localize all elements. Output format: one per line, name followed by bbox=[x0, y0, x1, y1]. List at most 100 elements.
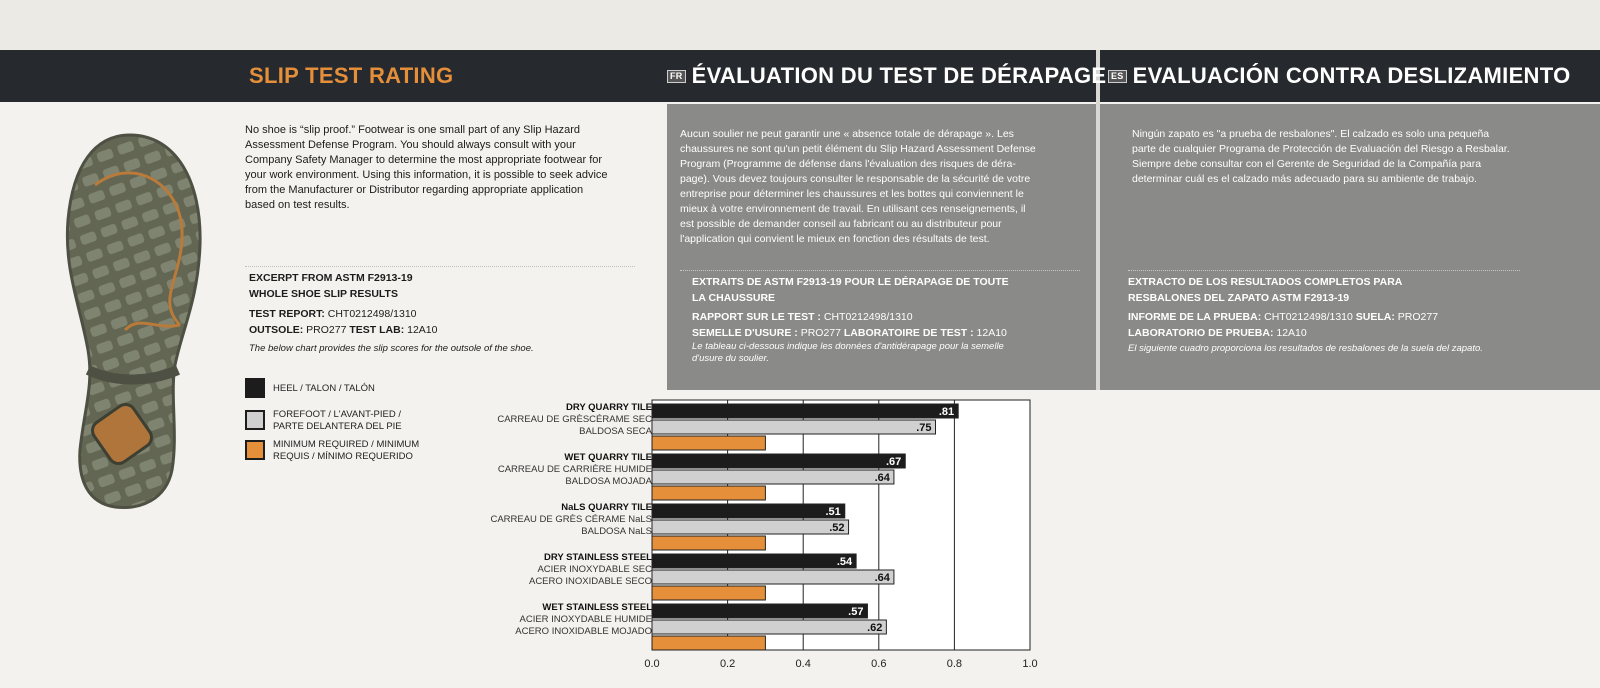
intro-fr-line: chaussures ne sont qu'un petit élément d… bbox=[680, 143, 1036, 155]
outsole-value-es: PRO277 bbox=[1397, 311, 1439, 323]
sole-logo-badge bbox=[91, 403, 153, 465]
sole-outline bbox=[65, 133, 202, 510]
intro-es-line: Ningún zapato es "a prueba de resbalones… bbox=[1132, 128, 1490, 140]
test-lab-label-fr: LABORATOIRE DE TEST : bbox=[843, 327, 974, 339]
intro-en-line: Assessment Defense Program. You should a… bbox=[245, 139, 576, 151]
minimum-bar bbox=[651, 635, 766, 651]
chart-note-fr-line: Le tableau ci-dessous indique les donnée… bbox=[692, 341, 1004, 352]
test-lab-label-es: LABORATORIO DE PRUEBA: bbox=[1128, 327, 1274, 339]
forefoot-bar bbox=[651, 419, 936, 435]
data-label: .64 bbox=[875, 572, 891, 584]
x-tick-label: 0.8 bbox=[947, 658, 962, 670]
section-title-es: ES EVALUACIÓN CONTRA DESLIZAMIENTO bbox=[1108, 50, 1571, 102]
intro-en-line: based on test results. bbox=[245, 199, 350, 211]
french-panel bbox=[667, 104, 1096, 390]
category-label-en: NaLS QUARRY TILE bbox=[561, 502, 652, 513]
spanish-panel bbox=[1100, 104, 1600, 390]
outsole-fr: SEMELLE D'USURE : PRO277 LABORATOIRE DE … bbox=[692, 325, 1009, 341]
legend-swatch-minimum bbox=[245, 440, 265, 460]
outsole-label: OUTSOLE: bbox=[249, 324, 304, 336]
sole-orange-trim bbox=[94, 171, 184, 332]
category-label: WET QUARRY TILE CARREAU DE CARRIÈRE HUMID… bbox=[498, 452, 652, 488]
category-label-es: BALDOSA MOJADA bbox=[565, 476, 652, 487]
data-label: .62 bbox=[867, 622, 882, 634]
data-label: .57 bbox=[848, 606, 863, 618]
category-label: DRY QUARRY TILE CARREAU DE GRÈSCÉRAME SEC… bbox=[497, 402, 652, 438]
forefoot-bar bbox=[651, 469, 895, 485]
test-lab-value-fr: 12A10 bbox=[976, 327, 1007, 339]
test-report-value: CHT0212498/1310 bbox=[327, 308, 417, 320]
category-label-es: ACERO INOXIDABLE SECO bbox=[528, 576, 652, 587]
outsole-label-es: SUELA: bbox=[1355, 311, 1395, 323]
category-label-fr: CARREAU DE GRÈSCÉRAME SEC bbox=[497, 414, 652, 425]
legend-label-minimum: MINIMUM REQUIRED / MINIMUM REQUIS / MÍNIM… bbox=[273, 439, 419, 463]
outsole-value: PRO277 bbox=[306, 324, 347, 336]
legend-heel-line: HEEL / TALON / TALÓN bbox=[273, 383, 375, 394]
divider-en bbox=[245, 266, 635, 267]
data-label: .81 bbox=[939, 406, 954, 418]
minimum-bar bbox=[651, 535, 766, 551]
data-label: .64 bbox=[875, 472, 891, 484]
legend-label-heel: HEEL / TALON / TALÓN bbox=[273, 383, 375, 395]
boot-sole-image bbox=[65, 133, 202, 510]
chart-note-fr: Le tableau ci-dessous indique les donnée… bbox=[692, 341, 1009, 365]
intro-en-line: Company Safety Manager to determine the … bbox=[245, 154, 603, 166]
test-lab-es: LABORATORIO DE PRUEBA: 12A10 bbox=[1128, 325, 1483, 341]
outsole-label-fr: SEMELLE D'USURE : bbox=[692, 327, 798, 339]
x-tick-label: 0.6 bbox=[871, 658, 886, 670]
intro-es-line: parte de cualquier Programa de Protecció… bbox=[1132, 143, 1510, 155]
minimum-bar bbox=[651, 485, 766, 501]
category-label: WET STAINLESS STEEL ACIER INOXYDABLE HUMI… bbox=[515, 602, 652, 638]
test-report-value-es: CHT0212498/1310 bbox=[1264, 311, 1353, 323]
category-label: NaLS QUARRY TILE CARREAU DE GRÈS CÉRAME N… bbox=[490, 502, 652, 538]
excerpt-title-fr: EXTRAITS DE ASTM F2913-19 POUR LE DÉRAPA… bbox=[692, 276, 1009, 288]
heel-bar bbox=[651, 503, 846, 519]
category-label-es: BALDOSA SECA bbox=[579, 426, 652, 437]
heel-bar bbox=[651, 553, 857, 569]
divider-fr bbox=[680, 270, 1080, 271]
divider-es bbox=[1128, 270, 1520, 271]
category-label-es: BALDOSA NaLS bbox=[581, 526, 652, 537]
test-report-en: TEST REPORT: CHT0212498/1310 bbox=[249, 306, 534, 322]
forefoot-bar bbox=[651, 619, 887, 635]
intro-fr-line: Program (Programme de défense dans l'éva… bbox=[680, 158, 1016, 170]
data-label: .75 bbox=[916, 422, 931, 434]
excerpt-subtitle-en: WHOLE SHOE SLIP RESULTS bbox=[249, 288, 398, 300]
excerpt-fr: EXTRAITS DE ASTM F2913-19 POUR LE DÉRAPA… bbox=[692, 274, 1009, 365]
intro-es-line: Siempre debe consultar con el Gerente de… bbox=[1132, 158, 1482, 170]
heel-bar bbox=[651, 603, 868, 619]
category-label-es: ACERO INOXIDABLE MOJADO bbox=[515, 626, 652, 637]
legend-swatch-forefoot bbox=[245, 410, 265, 430]
test-report-fr: RAPPORT SUR LE TEST : CHT0212498/1310 bbox=[692, 309, 1009, 325]
outsole-en: OUTSOLE: PRO277 TEST LAB: 12A10 bbox=[249, 322, 534, 338]
test-lab-value-es: 12A10 bbox=[1276, 327, 1307, 339]
excerpt-subtitle-fr: LA CHAUSSURE bbox=[692, 292, 776, 304]
test-lab-value: 12A10 bbox=[407, 324, 438, 336]
forefoot-bar bbox=[651, 569, 895, 585]
test-lab-label: TEST LAB: bbox=[349, 324, 405, 336]
data-label: .51 bbox=[825, 506, 840, 518]
intro-fr-line: est possible de demander conseil au fabr… bbox=[680, 218, 1002, 230]
intro-text-en: No shoe is “slip proof.” Footwear is one… bbox=[245, 123, 645, 213]
intro-fr-line: Aucun soulier ne peut garantir une « abs… bbox=[680, 128, 1014, 140]
category-label-fr: ACIER INOXYDABLE SEC bbox=[537, 564, 652, 575]
heel-bar bbox=[651, 453, 906, 469]
x-tick-label: 0.4 bbox=[796, 658, 811, 670]
legend-minimum-line: REQUIS / MÍNIMO REQUERIDO bbox=[273, 451, 413, 462]
header-bar bbox=[0, 50, 1600, 102]
data-label: .67 bbox=[886, 456, 901, 468]
category-label-en: DRY STAINLESS STEEL bbox=[543, 552, 652, 563]
test-report-label: TEST REPORT: bbox=[249, 308, 325, 320]
section-title-fr: FR ÉVALUATION DU TEST DE DÉRAPAGE bbox=[667, 50, 1106, 102]
panel-divider bbox=[1096, 50, 1100, 390]
minimum-bar bbox=[651, 585, 766, 601]
legend-swatch-heel bbox=[245, 378, 265, 398]
plot-area bbox=[651, 399, 1031, 651]
legend-minimum-line: MINIMUM REQUIRED / MINIMUM bbox=[273, 439, 420, 450]
test-report-label-fr: RAPPORT SUR LE TEST : bbox=[692, 311, 821, 323]
chart-note-es: El siguiente cuadro proporciona los resu… bbox=[1128, 343, 1483, 354]
x-tick-label: 1.0 bbox=[1022, 658, 1037, 670]
intro-fr-line: page). Vous devez toujours consulter le … bbox=[680, 173, 1031, 185]
excerpt-subtitle-es: RESBALONES DEL ZAPATO ASTM F2913-19 bbox=[1128, 292, 1350, 304]
section-title-fr-text: ÉVALUATION DU TEST DE DÉRAPAGE bbox=[691, 63, 1107, 88]
